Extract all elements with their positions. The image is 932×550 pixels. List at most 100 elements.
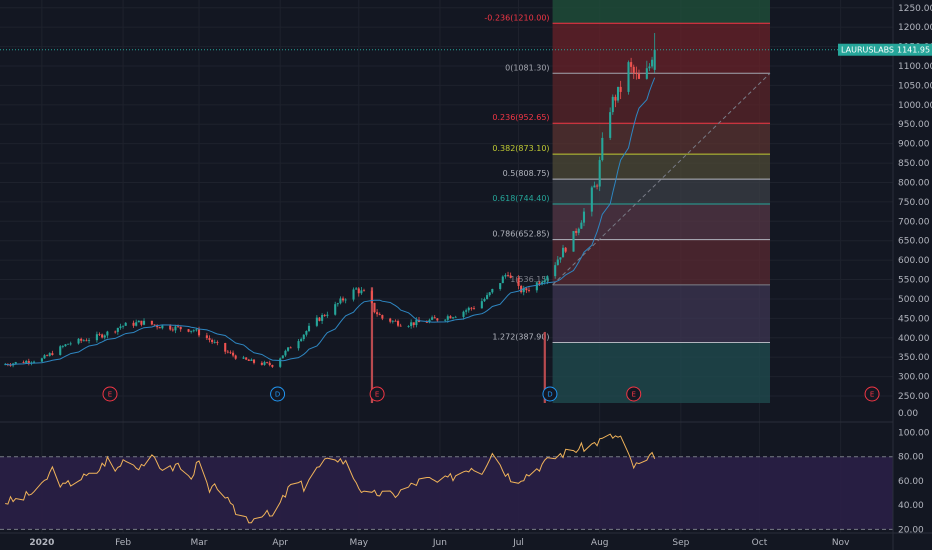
candle-body-4	[14, 362, 17, 364]
candle-body-97	[357, 288, 360, 294]
candle-body-85	[315, 317, 318, 326]
candle-body-54	[197, 329, 201, 336]
candle-body-58	[213, 342, 216, 343]
candle-body-150	[554, 265, 557, 277]
candle-body-14	[51, 353, 54, 355]
candle-body-160	[590, 187, 593, 212]
candle-body-84	[307, 325, 311, 332]
spike-0	[370, 287, 374, 403]
event-marker-3	[542, 386, 558, 402]
price-tick-zero: 0.00	[898, 409, 918, 419]
candle-body-165	[609, 112, 612, 138]
time-tick-Nov: Nov	[832, 538, 850, 548]
fibonacci-retracement[interactable]: -0.236(1210.00) 0(1081.30) 0.236(952.65) 0.…	[484, 0, 770, 403]
rsi-line	[5, 433, 656, 524]
candle-body-49	[179, 326, 182, 330]
fib-level-label-3: 0.382(873.10)	[492, 144, 549, 153]
candle-body-138	[506, 275, 510, 276]
candle-body-20	[77, 338, 80, 344]
candle-body-135	[499, 283, 502, 289]
candle-body-141	[520, 285, 523, 293]
candle-body-32	[119, 326, 122, 328]
rsi-tick-60: 60.00	[898, 477, 924, 487]
event-letter-3: D	[547, 391, 552, 399]
candle-body-134	[491, 288, 494, 293]
rsi-pane[interactable]	[0, 421, 893, 530]
moving-average-path	[5, 77, 656, 366]
time-tick-Jun: Jun	[432, 538, 447, 548]
candle-body-119	[436, 318, 439, 321]
candle-body-103	[378, 314, 381, 316]
candle-body-90	[334, 304, 337, 315]
price-tick-450: 450.00	[898, 314, 930, 324]
price-tick-900: 900.00	[898, 140, 930, 150]
candle-body-38	[140, 320, 143, 325]
candle-body-91	[336, 303, 339, 305]
candle-body-89	[326, 314, 329, 316]
candle-body-64	[234, 355, 237, 359]
candle-body-176	[648, 66, 651, 69]
candle-body-22	[82, 340, 85, 342]
candle-body-61	[226, 351, 229, 353]
candle-body-10	[40, 358, 43, 362]
price-tick-700: 700.00	[898, 217, 930, 227]
candle-body-143	[525, 288, 528, 291]
event-marker-2	[369, 386, 385, 402]
candle-body-145	[535, 282, 538, 291]
candle-body-129	[472, 308, 476, 309]
candle-body-25	[95, 334, 98, 341]
candle-body-172	[632, 66, 635, 73]
candle-body-31	[116, 327, 119, 332]
price-tick-400: 400.00	[898, 334, 930, 344]
time-tick-Jul: Jul	[512, 538, 524, 548]
last-price-label: 1141.95	[897, 46, 930, 55]
candle-body-173	[635, 72, 638, 75]
spike-1	[543, 331, 546, 403]
fib-band-6	[552, 239, 770, 285]
candle-body-169	[619, 86, 622, 92]
fib-level-label-4: 0.5(808.75)	[503, 169, 550, 178]
candle-body-161	[593, 185, 596, 188]
candle-body-30	[114, 331, 117, 333]
rsi-tick-40: 40.00	[898, 501, 924, 511]
candle-body-99	[362, 290, 366, 292]
price-tick-300: 300.00	[898, 373, 930, 383]
time-tick-Oct: Oct	[752, 538, 768, 548]
fib-band-5	[552, 204, 770, 240]
candle-body-42	[156, 325, 159, 328]
candle-body-92	[339, 298, 342, 304]
time-tick-Apr: Apr	[272, 538, 288, 548]
candle-body-168	[616, 86, 620, 101]
rsi-band	[0, 456, 893, 530]
event-letter-2: E	[375, 391, 379, 399]
candle-body-9	[32, 361, 36, 363]
candle-body-112	[412, 322, 415, 326]
price-tick-1200: 1200.00	[898, 23, 932, 33]
trend-line	[552, 72, 771, 286]
candlestick-series[interactable]	[4, 33, 656, 369]
candle-body-121	[446, 316, 449, 320]
candle-body-149	[546, 276, 549, 281]
candle-body-130	[480, 301, 483, 309]
candle-body-55	[205, 335, 208, 339]
price-tick-500: 500.00	[898, 295, 930, 305]
candle-body-166	[611, 96, 614, 113]
candle-body-120	[444, 319, 447, 321]
candle-body-148	[543, 280, 546, 283]
fib-level-label-1: 0(1081.30)	[505, 63, 549, 72]
candle-body-34	[124, 322, 127, 326]
price-tick-550: 550.00	[898, 276, 930, 286]
candle-body-152	[559, 257, 562, 260]
price-tick-950: 950.00	[898, 120, 930, 130]
candle-body-88	[323, 315, 326, 316]
candle-body-144	[527, 290, 531, 291]
event-letter-1: D	[275, 391, 280, 399]
candle-body-93	[342, 298, 345, 301]
candle-body-70	[260, 362, 263, 365]
candle-body-72	[266, 362, 269, 363]
candle-body-106	[391, 320, 394, 322]
candle-body-26	[98, 334, 101, 336]
candle-body-60	[224, 343, 227, 352]
